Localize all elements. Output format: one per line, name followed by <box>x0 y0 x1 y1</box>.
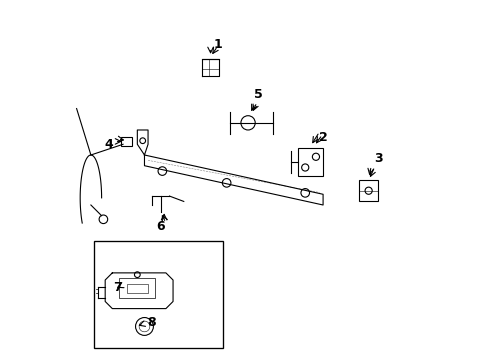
Text: 4: 4 <box>104 138 113 151</box>
Text: 5: 5 <box>254 88 263 101</box>
Bar <box>121 137 132 146</box>
Text: 3: 3 <box>373 152 382 165</box>
Bar <box>298 148 323 176</box>
Text: 6: 6 <box>156 220 164 233</box>
Text: 7: 7 <box>113 281 122 294</box>
Bar <box>358 180 378 202</box>
Text: 8: 8 <box>147 316 156 329</box>
Text: 2: 2 <box>318 131 327 144</box>
Bar <box>94 241 223 348</box>
Bar <box>126 284 148 293</box>
Text: 1: 1 <box>213 38 222 51</box>
Bar <box>119 278 155 298</box>
